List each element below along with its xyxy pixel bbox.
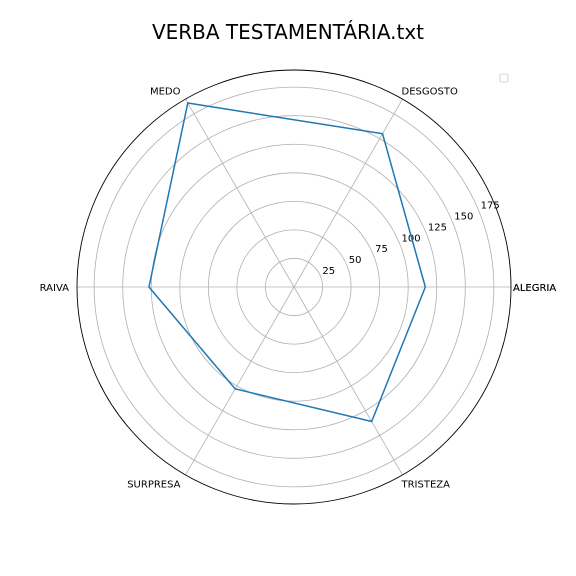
category-label-closing: ALEGRIA (513, 283, 556, 294)
polar-frame (76, 69, 512, 505)
grid-spoke (185, 286, 295, 476)
radial-tick-label: 50 (349, 255, 362, 266)
radial-tick-label: 75 (375, 244, 388, 255)
radial-tick-label: 150 (454, 211, 473, 222)
grid-spoke (185, 98, 295, 288)
radial-tick-label: 100 (402, 233, 421, 244)
category-label-raiva: RAIVA (40, 283, 70, 294)
legend-box (499, 73, 509, 83)
category-label-medo: MEDO (150, 86, 181, 97)
category-label-surpresa: SURPRESA (127, 480, 180, 491)
category-label-alegria: ALEGRIA (513, 283, 556, 294)
series-line-0 (148, 102, 427, 423)
category-label-desgosto: DESGOSTO (402, 86, 458, 97)
grid-spoke (293, 286, 403, 476)
radial-tick-label: 175 (481, 201, 500, 212)
grid-spoke (293, 98, 403, 288)
category-label-tristeza: TRISTEZA (401, 480, 451, 491)
radial-tick-label: 125 (428, 222, 447, 233)
radial-tick-label: 25 (322, 266, 335, 277)
chart-title: VERBA TESTAMENTÁRIA.txt (151, 20, 425, 44)
